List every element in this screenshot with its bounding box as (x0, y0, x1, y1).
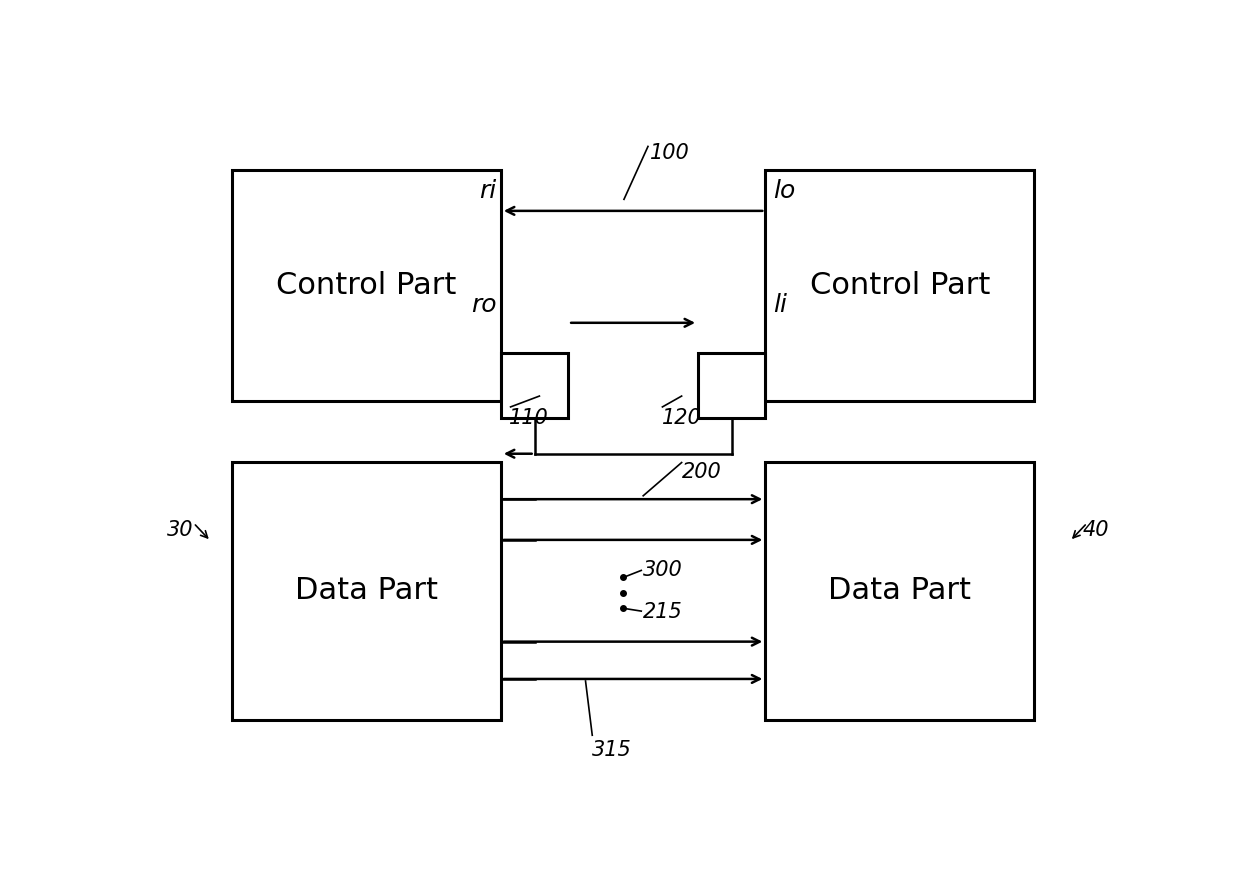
Bar (698, 353, 765, 418)
Text: 40: 40 (1083, 520, 1109, 539)
Text: 215: 215 (644, 603, 683, 623)
Text: Data Part: Data Part (828, 576, 971, 605)
Text: 315: 315 (593, 740, 632, 760)
Text: lo: lo (773, 179, 795, 203)
Text: Control Part: Control Part (810, 271, 990, 300)
Text: Data Part: Data Part (295, 576, 438, 605)
Bar (232, 462, 501, 720)
Bar (501, 353, 568, 418)
Text: Control Part: Control Part (277, 271, 456, 300)
Bar (765, 170, 1034, 401)
Text: ri: ri (479, 179, 496, 203)
Bar (765, 462, 1034, 720)
Text: 30: 30 (167, 520, 193, 539)
Text: li: li (773, 293, 787, 317)
Text: ro: ro (471, 293, 496, 317)
Text: 200: 200 (682, 462, 722, 482)
Text: 110: 110 (508, 408, 548, 427)
Bar (232, 170, 501, 401)
Text: 120: 120 (662, 408, 702, 427)
Text: 300: 300 (644, 560, 683, 581)
Text: 100: 100 (650, 143, 689, 163)
